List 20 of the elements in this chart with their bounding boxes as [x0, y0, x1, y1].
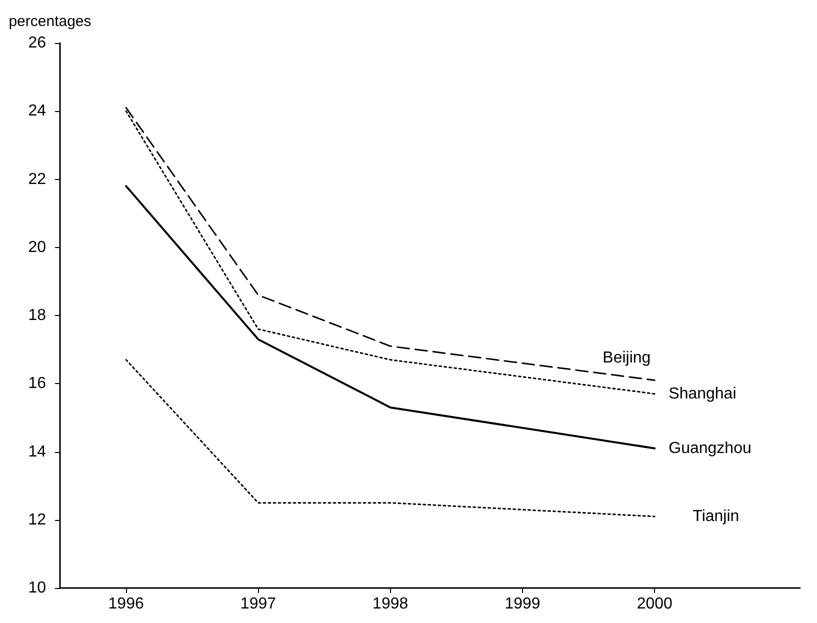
x-tick-label: 1997	[240, 596, 276, 612]
x-tick-label: 2000	[636, 596, 673, 612]
y-tick-label: 24	[28, 102, 46, 120]
y-tick-label: 22	[28, 170, 46, 188]
x-tick-label: 1996	[108, 596, 144, 612]
y-tick-label: 14	[28, 443, 46, 460]
x-tick-label: 1999	[504, 596, 540, 612]
series-label: Guangzhou	[668, 440, 752, 457]
y-tick-label: 18	[28, 307, 46, 324]
text: Tianjin	[692, 508, 740, 525]
series-label: Shanghai	[668, 385, 736, 402]
y-tick-label: 10	[28, 580, 46, 596]
x-tick-label: 1998	[372, 596, 408, 612]
line-series	[125, 185, 656, 450]
series-label: Beijing	[602, 350, 651, 367]
y-axis-title: percentages	[8, 13, 92, 30]
y-tick-label: 26	[28, 34, 46, 52]
y-tick-label: 16	[28, 375, 46, 392]
y-tick-label: 12	[28, 511, 46, 528]
y-tick-label: 20	[28, 238, 46, 256]
